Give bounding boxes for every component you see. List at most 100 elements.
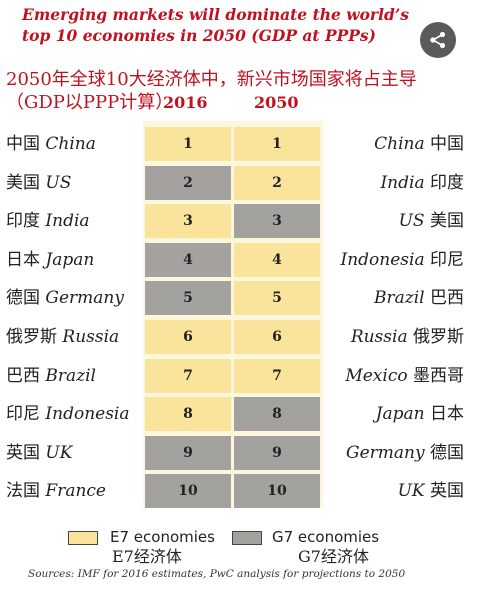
rank-2050-cell: 4 [234, 242, 320, 277]
country-2050-label: Germany 德国 [346, 438, 464, 468]
title-chinese-line2: （GDP以PPP计算） [6, 92, 174, 113]
country-2050-cn: 巴西 [430, 288, 464, 309]
country-2016-en: China [45, 134, 96, 154]
country-2050-en: Indonesia [340, 249, 425, 270]
table-row: 印度 India 3 3 US 美国 [0, 202, 478, 241]
country-2050-label: China 中国 [374, 129, 464, 159]
legend: E7 economies E7经济体 G7 economies G7经济体 [0, 527, 478, 567]
legend-swatch-e7 [68, 531, 98, 545]
country-2050-cn: 墨西哥 [413, 365, 464, 386]
rank-2050-cell: 1 [234, 127, 320, 161]
country-2016-label: 俄罗斯 Russia [6, 322, 119, 352]
rank-2016-cell: 2 [145, 165, 231, 200]
country-2016-label: 印尼 Indonesia [6, 399, 130, 429]
country-2050-en: Japan [375, 404, 425, 425]
country-2016-en: Japan [45, 249, 95, 270]
rank-2050-cell: 9 [234, 435, 320, 470]
country-2050-cn: 印尼 [430, 249, 464, 270]
country-2016-en: Germany [45, 288, 124, 309]
country-2050-label: US 美国 [399, 206, 464, 236]
country-2050-label: Japan 日本 [376, 399, 464, 429]
column-header-2016: 2016 [163, 93, 208, 112]
rank-2050-cell: 3 [234, 204, 320, 239]
country-2050-label: UK 英国 [398, 476, 464, 506]
country-2016-cn: 美国 [6, 172, 40, 193]
country-2016-cn: 英国 [6, 442, 40, 463]
country-2016-label: 法国 France [6, 476, 106, 506]
rank-2050-cell: 5 [234, 281, 320, 316]
rank-2050-cell: 8 [234, 397, 320, 432]
title-english: Emerging markets will dominate the world… [22, 5, 409, 45]
country-2050-en: Brazil [374, 288, 425, 309]
table-row: 印尼 Indonesia 8 8 Japan 日本 [0, 395, 478, 434]
table-row: 美国 US 2 2 India 印度 [0, 164, 478, 203]
country-2050-en: Russia [350, 327, 408, 347]
country-2050-label: Brazil 巴西 [374, 283, 464, 313]
country-2016-label: 巴西 Brazil [6, 361, 96, 391]
rank-2016-cell: 1 [145, 127, 231, 161]
country-2016-cn: 印度 [6, 211, 40, 232]
country-2016-label: 美国 US [6, 168, 71, 198]
rank-2016-cell: 5 [145, 281, 231, 316]
country-2050-cn: 日本 [430, 404, 464, 425]
column-header-2050: 2050 [254, 93, 299, 112]
country-2050-cn: 俄罗斯 [413, 327, 464, 347]
table-row: 中国 China 1 1 China 中国 [0, 125, 478, 164]
rank-2016-cell: 10 [145, 474, 231, 509]
legend-label-g7: G7 economies [272, 528, 380, 546]
country-2016-en: US [45, 172, 72, 193]
country-2050-cn: 印度 [430, 172, 464, 193]
country-2050-cn: 中国 [430, 134, 464, 154]
country-2050-en: Germany [346, 442, 425, 463]
sources-note: Sources: IMF for 2016 estimates, PwC ana… [28, 568, 406, 580]
country-2050-en: India [380, 172, 425, 193]
country-2016-cn: 印尼 [6, 404, 40, 425]
country-2050-label: Indonesia 印尼 [341, 245, 465, 275]
country-2016-label: 德国 Germany [6, 283, 124, 313]
country-2050-cn: 德国 [430, 442, 464, 463]
country-2050-cn: 美国 [430, 211, 464, 232]
country-2050-en: Mexico [345, 365, 408, 386]
rank-2016-cell: 3 [145, 204, 231, 239]
country-2016-label: 日本 Japan [6, 245, 94, 275]
rank-2050-cell: 7 [234, 358, 320, 393]
country-2050-label: Mexico 墨西哥 [345, 361, 464, 391]
table-row: 日本 Japan 4 4 Indonesia 印尼 [0, 241, 478, 280]
share-button[interactable] [420, 22, 456, 58]
country-2050-en: US [398, 211, 425, 232]
title-chinese-line1: 2050年全球10大经济体中，新兴市场国家将占主导 [6, 69, 417, 90]
table-row: 德国 Germany 5 5 Brazil 巴西 [0, 279, 478, 318]
country-2016-label: 中国 China [6, 129, 96, 159]
country-2016-en: Russia [62, 327, 120, 347]
country-2016-cn: 巴西 [6, 365, 40, 386]
rank-2016-cell: 7 [145, 358, 231, 393]
table-row: 英国 UK 9 9 Germany 德国 [0, 434, 478, 473]
rank-2016-cell: 4 [145, 242, 231, 277]
rank-2016-cell: 8 [145, 397, 231, 432]
country-2016-cn: 德国 [6, 288, 40, 309]
country-2050-cn: 英国 [430, 481, 464, 502]
rank-2050-cell: 2 [234, 165, 320, 200]
country-2016-cn: 日本 [6, 249, 40, 270]
table-row: 法国 France 10 10 UK 英国 [0, 472, 478, 511]
rank-2016-cell: 9 [145, 435, 231, 470]
country-2016-label: 英国 UK [6, 438, 72, 468]
legend-label-e7-cn: E7经济体 [112, 547, 182, 566]
table-row: 俄罗斯 Russia 6 6 Russia 俄罗斯 [0, 318, 478, 357]
legend-label-g7-cn: G7经济体 [298, 547, 369, 566]
country-2016-label: 印度 India [6, 206, 90, 236]
country-2016-cn: 俄罗斯 [6, 327, 57, 347]
country-2016-cn: 法国 [6, 481, 40, 502]
country-2050-label: India 印度 [380, 168, 464, 198]
country-2016-en: UK [45, 442, 73, 463]
share-icon [430, 31, 446, 49]
country-2016-en: Indonesia [45, 404, 130, 425]
country-2050-en: China [374, 134, 425, 154]
country-2050-en: UK [397, 481, 425, 502]
table-row: 巴西 Brazil 7 7 Mexico 墨西哥 [0, 357, 478, 396]
country-2050-label: Russia 俄罗斯 [351, 322, 464, 352]
country-2016-en: Brazil [45, 365, 96, 386]
country-2016-en: France [45, 481, 106, 502]
rank-2050-cell: 10 [234, 474, 320, 509]
country-2016-cn: 中国 [6, 134, 40, 154]
